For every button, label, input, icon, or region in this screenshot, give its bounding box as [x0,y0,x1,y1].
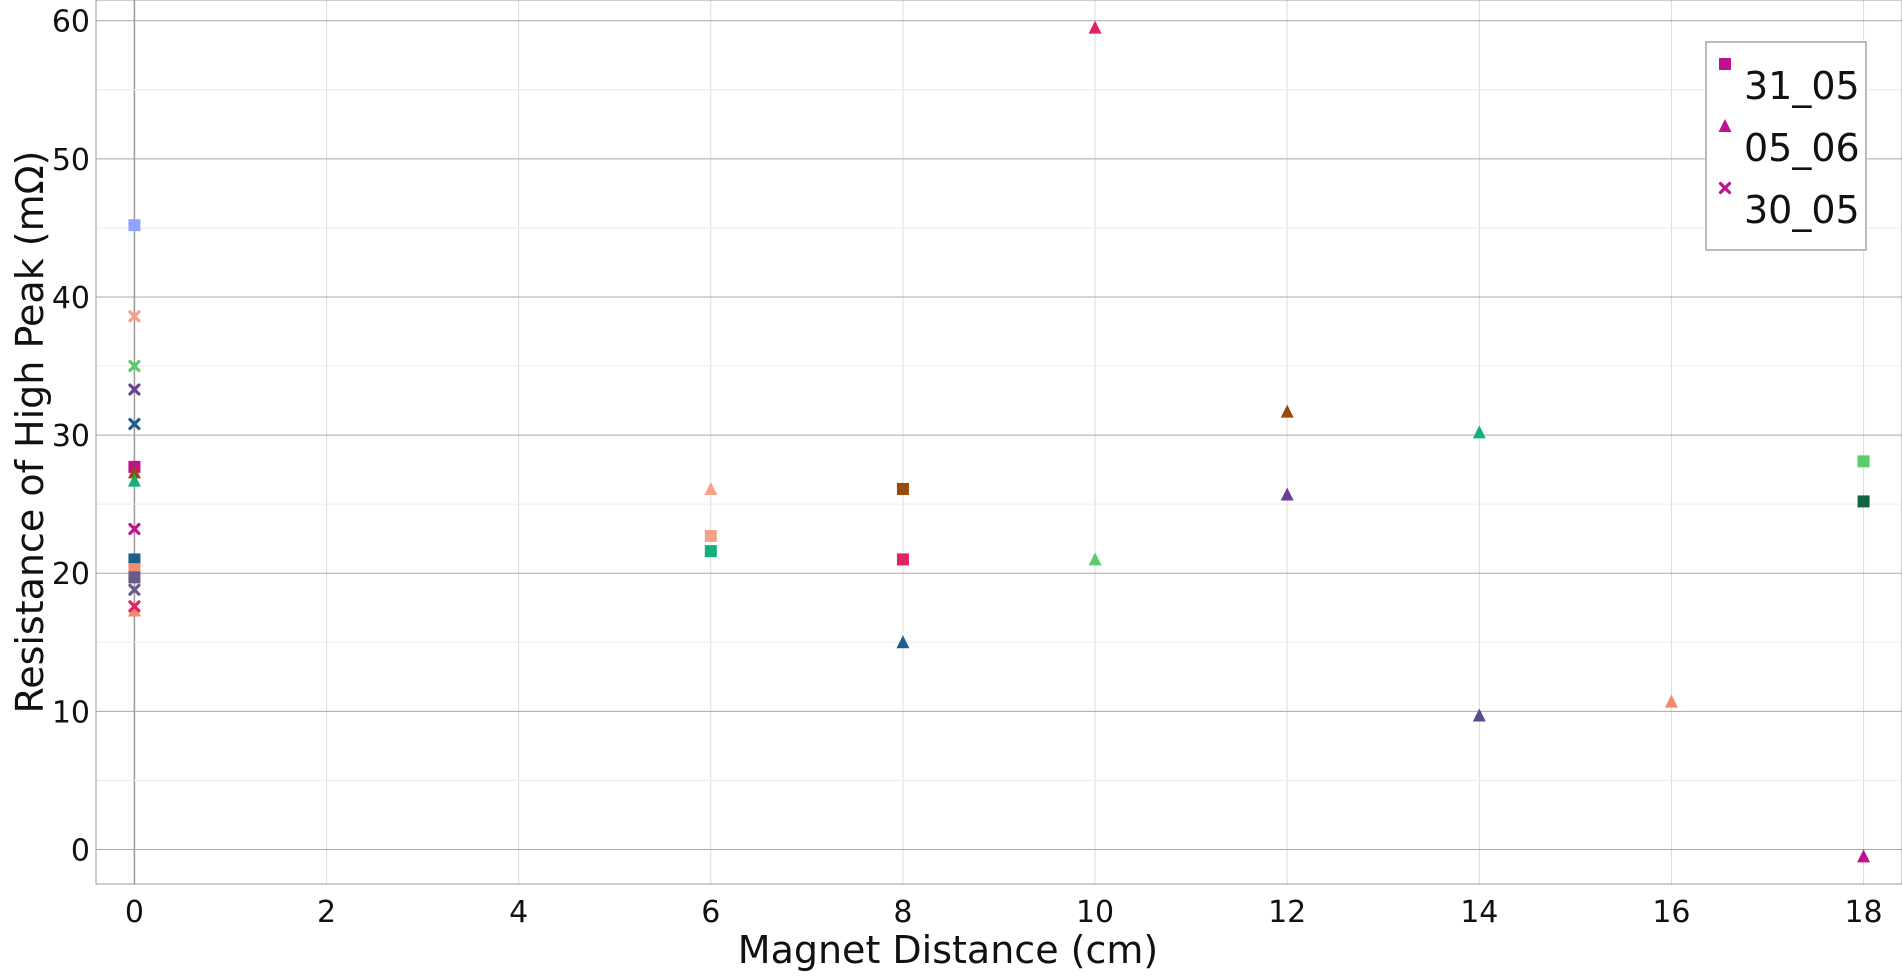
data-point-square [896,553,909,566]
y-tick-label: 60 [52,5,90,40]
data-point-x [128,417,141,431]
x-tick-label: 2 [317,895,336,930]
x-tick-label: 12 [1268,895,1306,930]
data-point-square [128,571,141,584]
plot-area-frame [95,0,1902,885]
legend-label: 31_05 [1744,64,1860,108]
x-tick-label: 10 [1076,895,1114,930]
data-point-square [704,545,717,558]
y-tick-label: 0 [71,833,90,868]
data-point-x [128,383,141,396]
data-point-square [704,529,717,542]
x-tick-label: 14 [1460,895,1498,930]
data-point-x [128,583,141,596]
data-point-square [128,553,141,566]
data-point-triangle [1664,694,1678,708]
data-point-triangle [704,481,718,495]
data-point-square [896,482,909,495]
y-tick-label: 40 [52,281,90,316]
x-tick-label: 4 [509,895,528,930]
x-tick-label: 18 [1844,895,1882,930]
x-marker-stroke [1718,181,1732,195]
data-point-triangle [1857,849,1871,863]
y-tick-label: 10 [52,695,90,730]
data-point-square [128,219,141,232]
data-points [127,20,1871,863]
y-tick-label: 20 [52,557,90,592]
x-marker-stroke [128,522,141,536]
legend-marker-square [1719,58,1731,70]
data-point-triangle [127,603,141,617]
data-point-triangle [1088,20,1102,34]
x-tick-label: 6 [701,895,720,930]
data-point-x [128,359,141,373]
legend: 31_05 05_06 30_05 [1705,41,1867,251]
legend-marker-x [1718,181,1732,195]
x-marker-stroke [128,383,141,396]
data-point-triangle [1472,708,1486,722]
x-tick-label: 0 [125,895,144,930]
x-marker-stroke [128,359,141,373]
data-point-triangle [127,465,141,479]
data-point-square [1857,495,1870,508]
y-axis-title: Resistance of High Peak (mΩ) [8,151,52,714]
x-tick-label: 16 [1652,895,1690,930]
y-tick-label: 30 [52,419,90,454]
x-tick-label: 8 [893,895,912,930]
x-marker-stroke [128,417,141,431]
x-marker-stroke [128,583,141,596]
data-point-triangle [1472,425,1486,439]
legend-label: 30_05 [1744,188,1860,232]
data-point-triangle [1280,487,1294,501]
data-point-square [1857,455,1870,468]
data-point-x [128,600,141,613]
data-point-triangle [896,635,910,649]
legend-marker-triangle [1718,119,1732,132]
data-point-triangle [127,473,141,487]
data-point-triangle [1088,552,1102,566]
x-marker-stroke [128,310,141,323]
legend-label: 05_06 [1744,126,1860,170]
data-point-triangle [1280,404,1294,418]
axis-ticks: 0 2 4 6 8 10 12 14 16 18 0 10 20 30 40 50 60 [52,5,1883,930]
grid-lines [96,0,1902,884]
y-tick-label: 50 [52,143,90,178]
legend-box [1705,41,1867,251]
data-point-x [128,522,141,536]
x-axis-title: Magnet Distance (cm) [738,928,1158,972]
x-marker-stroke [128,600,141,613]
data-point-x [128,310,141,323]
